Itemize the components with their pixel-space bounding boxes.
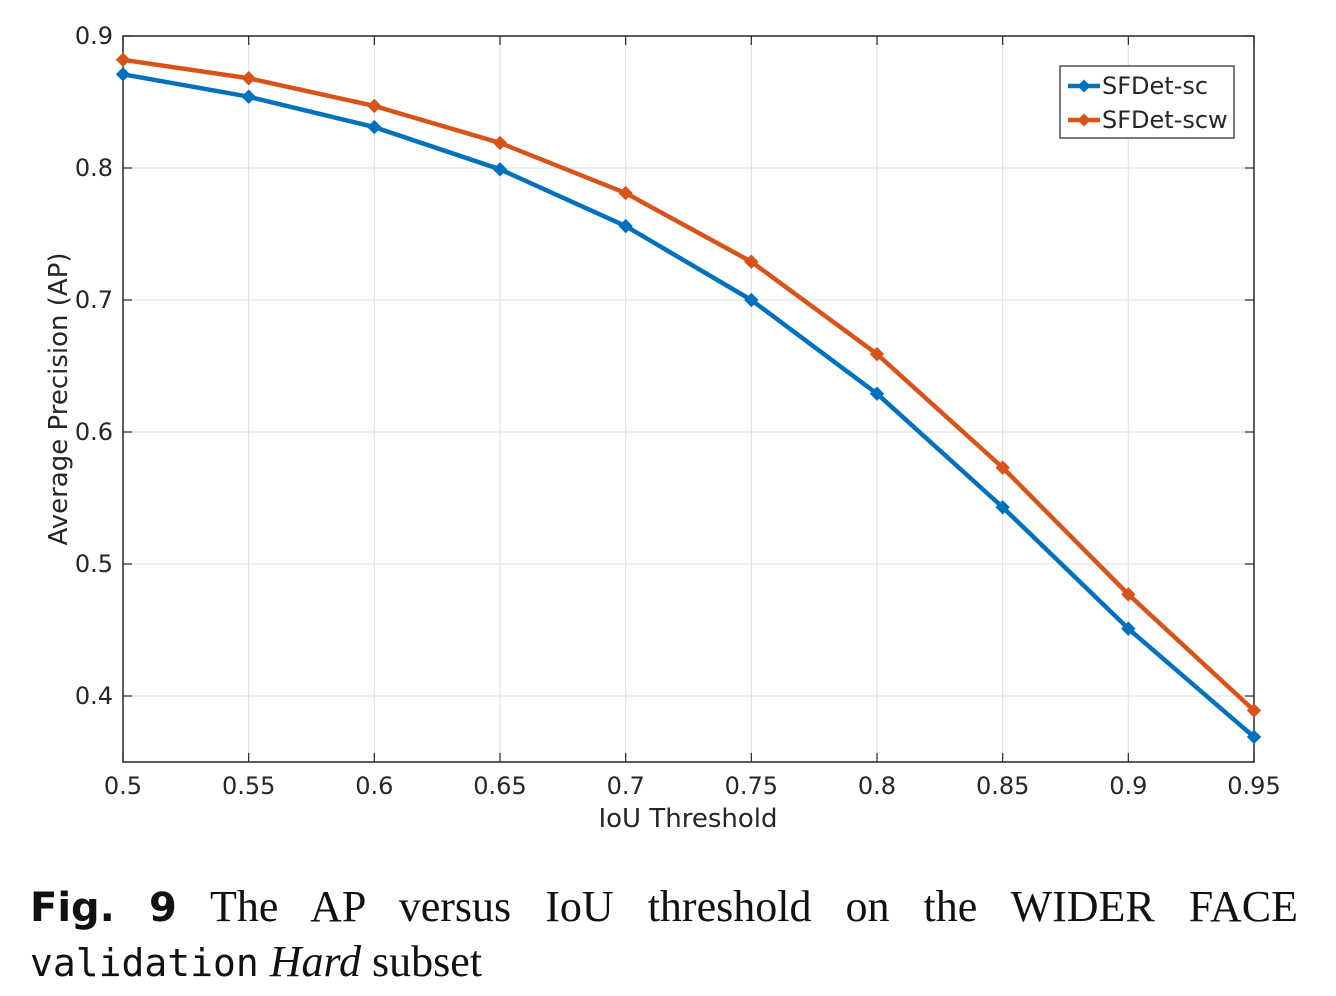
caption-text-before: The AP versus IoU threshold on the WIDER…	[210, 882, 1299, 931]
x-tick-label: 0.7	[607, 772, 645, 800]
data-point	[995, 460, 1010, 475]
x-axis-label: IoU Threshold	[598, 804, 777, 834]
data-point	[869, 346, 885, 362]
caption-mono-word: validation	[30, 941, 259, 985]
legend-marker	[1077, 113, 1091, 127]
y-tick-label: 0.8	[75, 154, 113, 182]
x-tick-label: 0.5	[104, 772, 142, 800]
series-line	[122, 72, 1256, 739]
legend-entry: SFDet-sc	[1068, 72, 1208, 100]
x-tick-label: 0.55	[222, 772, 275, 800]
data-point	[1246, 729, 1262, 745]
y-tick-labels: 0.4 0.5 0.6 0.7 0.8 0.9	[75, 22, 113, 710]
data-point	[618, 185, 633, 201]
series-sfdet-sc	[115, 67, 1262, 745]
series-sfdet-scw	[115, 52, 1262, 718]
data-point	[618, 218, 633, 234]
x-tick-label: 0.85	[976, 772, 1029, 800]
data-point	[492, 162, 508, 177]
y-axis-label: Average Precision (AP)	[44, 252, 74, 545]
x-tick-label: 0.9	[1109, 772, 1147, 800]
caption-number: 9	[148, 885, 177, 931]
x-tick-label: 0.8	[858, 772, 896, 800]
legend-label: SFDet-scw	[1102, 106, 1228, 134]
data-point	[995, 500, 1010, 515]
series-layer	[115, 52, 1262, 745]
data-point	[241, 71, 256, 86]
y-tick-label: 0.6	[75, 418, 113, 446]
figure-caption: Fig. 9 The AP versus IoU threshold on th…	[30, 880, 1298, 990]
y-tick-label: 0.4	[75, 682, 113, 710]
plot-frame	[122, 35, 1255, 763]
series-line	[122, 57, 1256, 713]
y-tick-label: 0.7	[75, 286, 113, 314]
data-point	[1121, 587, 1136, 602]
y-tick-label: 0.9	[75, 22, 113, 50]
legend-entry: SFDet-scw	[1068, 106, 1228, 134]
data-point	[1246, 703, 1262, 718]
caption-label: Fig.	[30, 885, 115, 931]
legend: SFDet-sc SFDet-scw	[1059, 65, 1235, 139]
data-point	[1121, 621, 1136, 636]
data-point	[492, 135, 508, 151]
data-point	[241, 89, 256, 104]
x-tick-labels: 0.5 0.55 0.6 0.65 0.7 0.75 0.8 0.85 0.9 0.95	[104, 772, 1281, 800]
data-point	[115, 52, 131, 67]
legend-label: SFDet-sc	[1102, 72, 1208, 100]
data-point	[744, 292, 759, 308]
ap-vs-iou-chart: 0.5 0.55 0.6 0.65 0.7 0.75 0.8 0.85 0.9 0.95 0.40…	[44, 22, 1281, 834]
grid-lines	[122, 35, 1255, 762]
legend-marker	[1077, 79, 1091, 93]
x-tick-label: 0.6	[355, 772, 393, 800]
y-tick-label: 0.5	[75, 550, 113, 578]
data-point	[115, 67, 131, 82]
data-point	[367, 119, 382, 135]
caption-text-after: subset	[372, 937, 483, 986]
x-tick-label: 0.75	[725, 772, 778, 800]
plot-area	[123, 36, 1254, 762]
caption-italic-word: Hard	[269, 937, 362, 986]
data-point	[744, 254, 759, 269]
data-point	[367, 98, 382, 114]
data-point	[869, 386, 885, 401]
x-tick-label: 0.65	[473, 772, 526, 800]
x-tick-label: 0.95	[1227, 772, 1280, 800]
legend-box	[1059, 65, 1235, 139]
